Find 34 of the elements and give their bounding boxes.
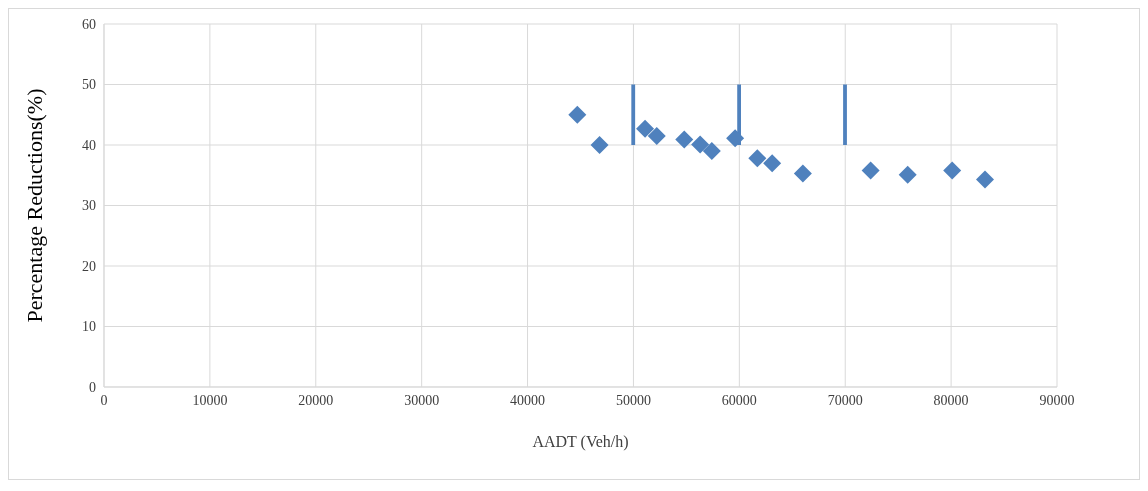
y-tick-label: 30 bbox=[82, 198, 96, 214]
point bbox=[726, 129, 745, 148]
point bbox=[590, 136, 609, 154]
point bbox=[793, 164, 812, 183]
point bbox=[647, 126, 666, 145]
x-tick-label: 60000 bbox=[721, 392, 757, 408]
point bbox=[636, 119, 655, 138]
x-tick-label: 10000 bbox=[192, 392, 228, 408]
y-tick-label: 60 bbox=[82, 16, 96, 32]
x-axis-title: AADT (Veh/h) bbox=[532, 433, 629, 451]
x-tick-label: 80000 bbox=[933, 392, 969, 408]
point bbox=[675, 130, 694, 149]
point bbox=[763, 154, 782, 173]
point bbox=[691, 135, 710, 154]
y-tick-label: 50 bbox=[82, 77, 96, 93]
x-tick-label: 30000 bbox=[404, 392, 440, 408]
x-tick-label: 40000 bbox=[510, 392, 546, 408]
x-tick-label: 0 bbox=[100, 392, 108, 408]
point bbox=[861, 161, 880, 180]
point bbox=[976, 170, 994, 189]
y-tick-label: 20 bbox=[82, 258, 96, 274]
point bbox=[943, 161, 962, 180]
x-tick-label: 20000 bbox=[298, 392, 334, 408]
x-tick-label: 90000 bbox=[1039, 392, 1075, 408]
point bbox=[568, 105, 587, 124]
y-axis-title: Percentage Reductions(%) bbox=[21, 88, 47, 323]
x-tick-label: 50000 bbox=[615, 392, 651, 408]
point bbox=[702, 142, 721, 161]
y-tick-label: 0 bbox=[89, 379, 96, 395]
x-tick-label: 70000 bbox=[827, 392, 863, 408]
point bbox=[898, 165, 917, 184]
point bbox=[748, 149, 767, 168]
y-tick-label: 40 bbox=[82, 137, 96, 153]
y-tick-label: 10 bbox=[82, 319, 96, 335]
